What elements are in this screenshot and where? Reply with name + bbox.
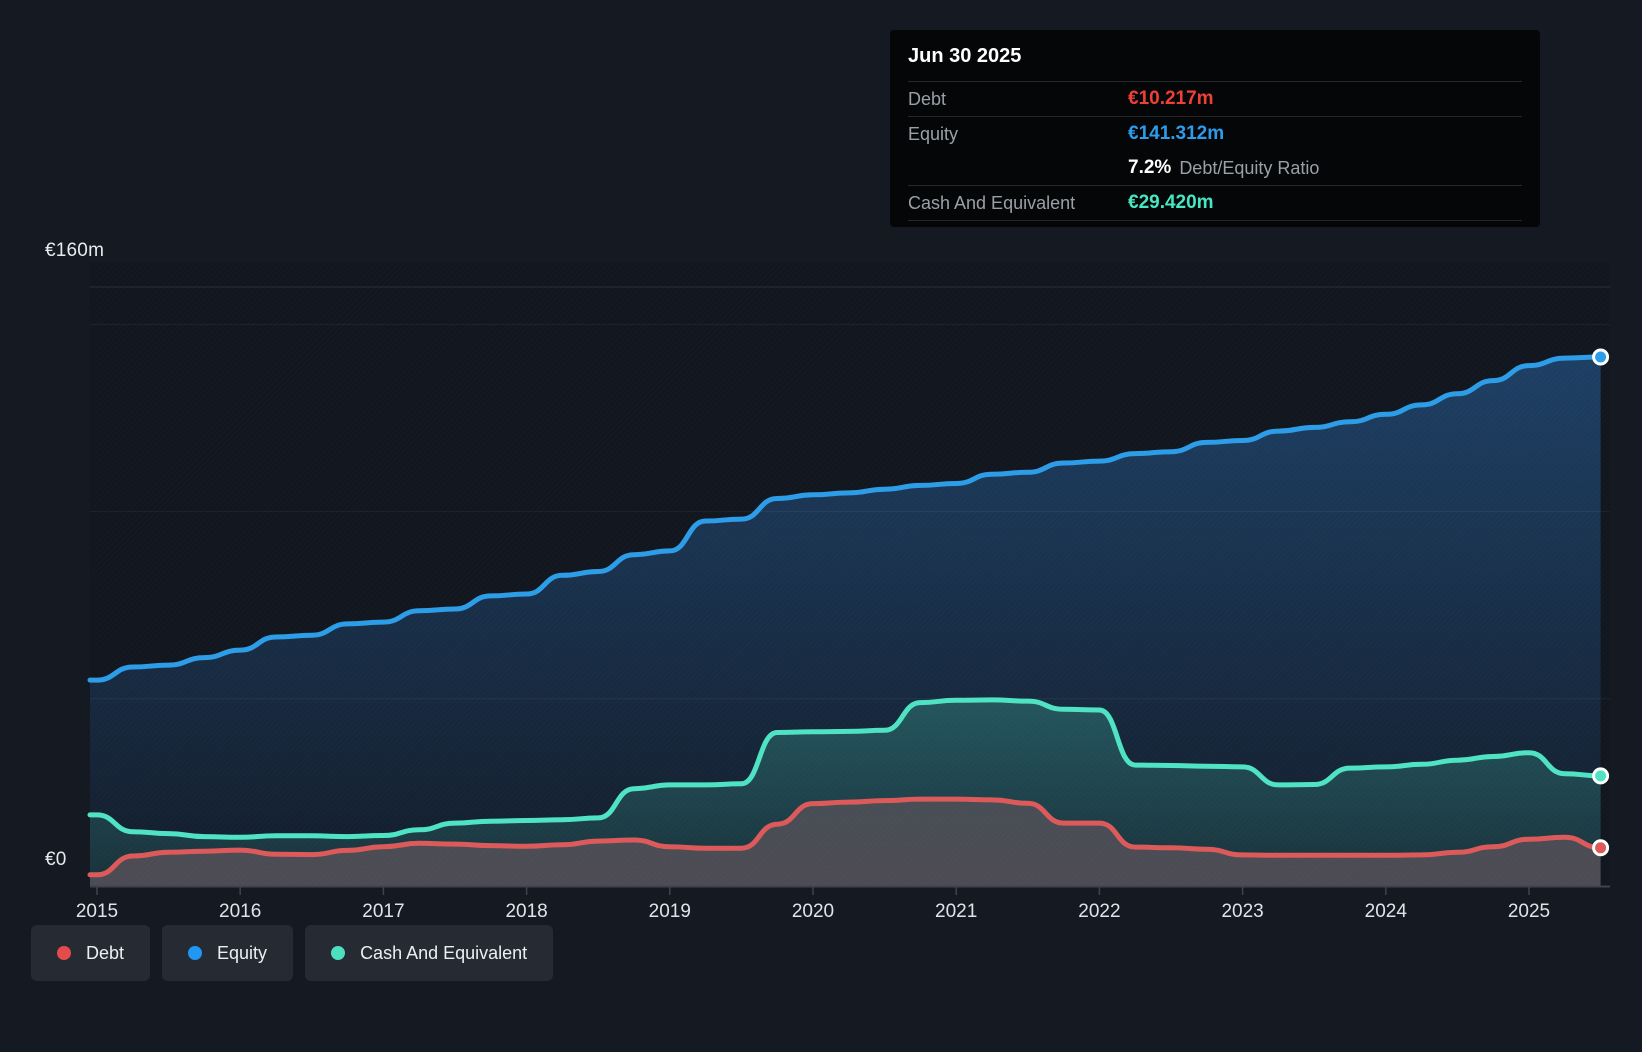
tooltip-row-equity: Equity €141.312m bbox=[908, 117, 1522, 151]
tooltip-cash-value: €29.420m bbox=[1128, 192, 1214, 213]
tooltip-equity-label: Equity bbox=[908, 123, 959, 144]
tooltip-ratio-value: 7.2% bbox=[1128, 157, 1172, 178]
x-axis-label-2024: 2024 bbox=[1365, 901, 1408, 922]
legend-equity-label: Equity bbox=[217, 942, 268, 963]
tooltip-row-cash: Cash And Equivalent €29.420m bbox=[908, 186, 1522, 221]
x-axis-label-2015: 2015 bbox=[76, 901, 118, 922]
tooltip-debt-label: Debt bbox=[908, 88, 947, 109]
cash-series-dot-icon bbox=[331, 946, 346, 960]
legend-item-debt[interactable]: Debt bbox=[31, 925, 151, 981]
legend-debt-label: Debt bbox=[86, 942, 125, 963]
legend-item-cash[interactable]: Cash And Equivalent bbox=[305, 925, 554, 981]
x-axis-label-2023: 2023 bbox=[1221, 901, 1263, 922]
tooltip-row-debt: Debt €10.217m bbox=[908, 82, 1522, 117]
x-axis-label-2020: 2020 bbox=[792, 901, 834, 922]
x-axis-label-2018: 2018 bbox=[505, 901, 547, 922]
tooltip-row-ratio: 7.2% Debt/Equity Ratio bbox=[908, 151, 1522, 186]
tooltip-date: Jun 30 2025 bbox=[908, 30, 1522, 82]
equity-series-dot-icon bbox=[188, 946, 203, 960]
y-axis-label-zero: €0 bbox=[45, 849, 67, 870]
legend-cash-label: Cash And Equivalent bbox=[360, 942, 528, 963]
tooltip-cash-label: Cash And Equivalent bbox=[908, 192, 1076, 213]
x-axis-label-2016: 2016 bbox=[219, 901, 261, 922]
x-axis-label-2025: 2025 bbox=[1508, 901, 1550, 922]
chart-legend: Debt Equity Cash And Equivalent bbox=[31, 925, 554, 981]
tooltip-ratio-label: Debt/Equity Ratio bbox=[1179, 157, 1320, 178]
tooltip-equity-value: €141.312m bbox=[1128, 123, 1225, 144]
tooltip-debt-value: €10.217m bbox=[1128, 88, 1214, 109]
y-axis-label-max: €160m bbox=[45, 240, 105, 261]
x-axis-label-2022: 2022 bbox=[1078, 901, 1120, 922]
legend-item-equity[interactable]: Equity bbox=[162, 925, 294, 981]
x-axis-label-2017: 2017 bbox=[362, 901, 404, 922]
x-axis-label-2019: 2019 bbox=[649, 901, 691, 922]
x-axis-label-2021: 2021 bbox=[935, 901, 977, 922]
debt-series-dot-icon bbox=[57, 946, 71, 960]
chart-tooltip: Jun 30 2025 Debt €10.217m Equity €141.31… bbox=[890, 30, 1540, 227]
